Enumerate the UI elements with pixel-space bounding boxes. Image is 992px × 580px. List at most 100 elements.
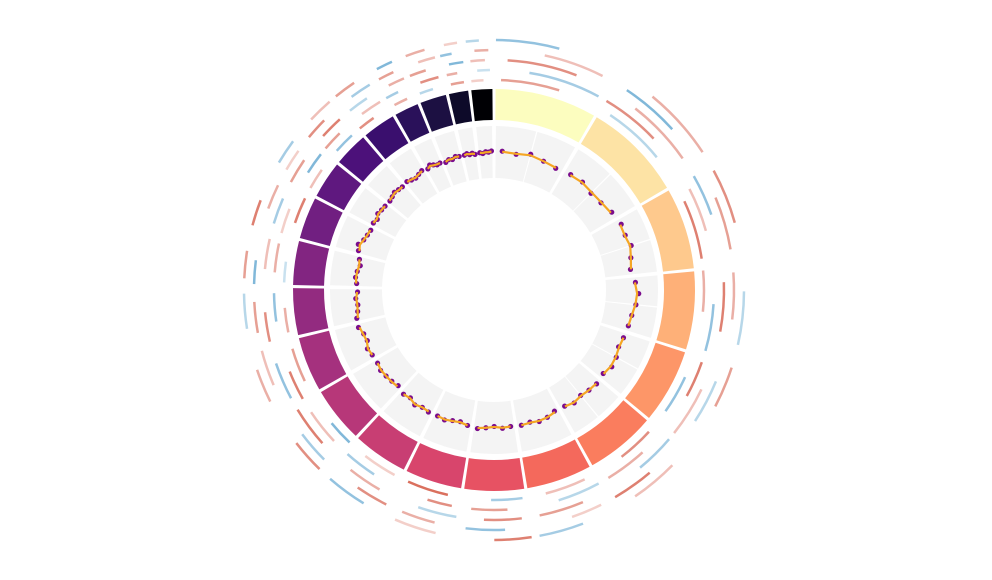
track-feature (465, 527, 506, 532)
track-feature (417, 56, 436, 64)
track-feature (427, 498, 453, 508)
track-feature (609, 114, 658, 159)
segment (293, 241, 330, 286)
track-feature (605, 99, 655, 140)
track-feature (405, 48, 425, 58)
segment (395, 104, 430, 142)
track-feature (539, 500, 584, 517)
track-feature (288, 371, 304, 400)
track-feature (272, 293, 278, 322)
segment (656, 271, 695, 350)
track-feature (376, 60, 393, 71)
track-background (605, 275, 658, 307)
segment (577, 400, 647, 466)
track-feature (500, 78, 560, 92)
line (426, 162, 441, 170)
track-feature (282, 261, 288, 283)
track-feature (267, 184, 280, 210)
track-feature (394, 518, 436, 535)
track-feature (448, 60, 464, 66)
track-feature (477, 68, 490, 72)
track-feature (295, 442, 321, 470)
track-feature (356, 486, 387, 506)
track-feature (714, 367, 733, 407)
track-feature (361, 100, 381, 116)
segment (358, 415, 418, 470)
track-feature (417, 505, 457, 519)
line (502, 150, 557, 169)
line (406, 170, 423, 183)
track-feature (736, 291, 746, 346)
track-feature (378, 70, 394, 81)
segment (299, 198, 343, 247)
line (444, 155, 460, 163)
line (477, 425, 511, 430)
track-feature (364, 454, 396, 477)
track-feature (443, 41, 458, 47)
line (358, 326, 374, 356)
track-feature (283, 307, 290, 333)
segment (471, 89, 493, 122)
track-feature (419, 75, 439, 84)
track-feature (634, 464, 674, 498)
track-feature (688, 188, 708, 232)
segment (293, 288, 329, 336)
line (569, 174, 612, 214)
track-feature (685, 361, 703, 397)
track-feature (289, 159, 306, 183)
segment (448, 90, 473, 125)
track-feature (474, 48, 489, 53)
line (354, 259, 361, 284)
track-feature (409, 69, 427, 78)
line (602, 337, 625, 375)
track-feature (242, 293, 249, 330)
track-feature (346, 453, 375, 476)
track-feature (350, 83, 371, 98)
line (564, 382, 597, 408)
track-feature (634, 107, 684, 160)
track-feature (349, 468, 381, 491)
track-feature (626, 89, 674, 131)
track-feature (349, 97, 368, 112)
track-feature (450, 80, 465, 86)
track-feature (471, 507, 508, 512)
track-feature (324, 132, 341, 150)
line (619, 224, 633, 270)
track-feature (494, 535, 532, 542)
segment (420, 94, 454, 132)
track-feature (714, 197, 732, 250)
line (376, 362, 399, 388)
track-feature (263, 238, 271, 270)
line (402, 393, 430, 413)
segment (365, 116, 409, 160)
track-feature (446, 71, 458, 77)
track-feature (359, 116, 375, 130)
segment (580, 117, 668, 204)
line (479, 150, 492, 155)
track-feature (322, 118, 341, 137)
track-feature (639, 438, 671, 469)
track-feature (470, 58, 485, 63)
track-feature (285, 150, 300, 171)
segment (406, 443, 467, 489)
track-feature (693, 380, 718, 422)
track-feature (614, 471, 651, 499)
line (437, 414, 468, 427)
track-feature (539, 522, 584, 538)
line (355, 291, 359, 319)
track-feature (388, 77, 405, 87)
segment (625, 342, 686, 418)
track-feature (293, 197, 307, 224)
track-feature (465, 39, 479, 43)
track-feature (718, 282, 726, 332)
segment (298, 330, 347, 390)
track-background (389, 148, 438, 204)
track-feature (255, 369, 272, 403)
track-feature (673, 388, 703, 434)
track-feature (495, 38, 560, 50)
line (463, 152, 476, 157)
track-feature (272, 197, 285, 224)
track-feature (273, 243, 281, 273)
track-background (565, 362, 619, 417)
